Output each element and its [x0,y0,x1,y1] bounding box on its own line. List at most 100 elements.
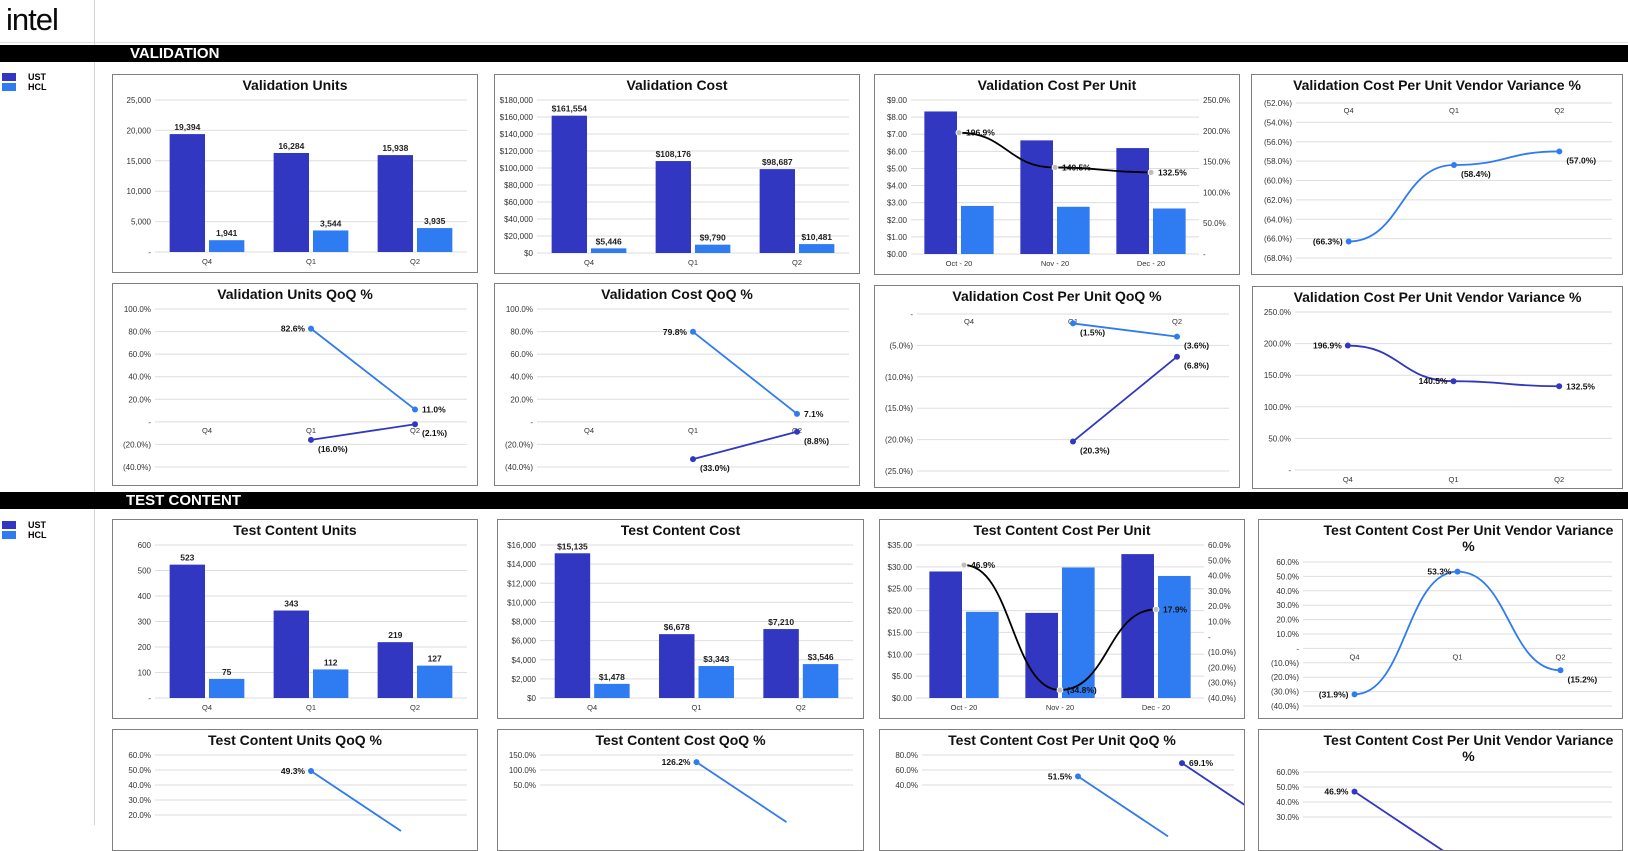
x-tick-label: Q4 [584,258,594,267]
bar-hcl [1062,567,1095,698]
chart-title: Validation Cost QoQ % [601,286,753,302]
point-ust [308,436,314,443]
data-label: 132.5% [1158,167,1187,177]
x-tick-label: Q4 [964,317,974,326]
y-tick-label: (20.0%) [505,440,533,449]
y-tick-label: 80.0% [128,328,151,337]
chart-svg: $0 $20,000 $40,000 $60,000 $80,000 $100,000 $1… [500,96,849,267]
legend-swatch-ust [2,73,16,81]
y-tick-label: $6,000 [512,637,537,646]
y2-tick-label: 100.0% [1203,188,1230,197]
bar-ust [1020,140,1053,254]
point-hcl [1174,333,1180,340]
bar-hcl [313,230,349,252]
x-tick-label: Q2 [796,703,806,712]
x-tick-label: Q4 [584,426,594,435]
bar-ust [273,152,309,252]
legend-item-ust: UST [2,520,47,530]
section-bar-validation: VALIDATION [0,45,1628,62]
data-label: 132.5% [1566,381,1595,391]
bar-hcl [799,244,835,253]
chart-svg: - 100 200 300 400 500 600 Q4 Q1 Q2 523 343 219 75 112 1… [138,541,467,712]
chart-svg: (40.0%) (20.0%) - 20.0% 40.0% 60.0% 80.0% 100.0… [505,305,849,473]
header-divider [0,41,1628,43]
point-hcl [308,768,314,775]
y-tick-label: $2,000 [512,675,537,684]
data-label: $98,687 [762,157,793,167]
y-tick-label: 300 [138,618,152,627]
data-label: 196.9% [1313,341,1342,351]
point-hcl [1345,238,1352,245]
y-tick-label: 30.0% [128,796,151,805]
chart-title: Validation Cost Per Unit QoQ % [952,288,1162,304]
y-tick-label: $30.00 [888,563,913,572]
bar-ust [1121,554,1154,698]
y2-tick-label: (10.0%) [1208,648,1236,657]
y-tick-label: 100.0% [506,305,533,314]
legend-item-hcl: HCL [2,530,47,540]
y-tick-label: 60.0% [128,350,151,359]
x-tick-label: Dec - 20 [1142,703,1170,712]
chart-svg: (40.0%) (30.0%) (20.0%) (10.0%) - 10.0% 20.0% 3… [1271,558,1612,711]
x-tick-label: Q4 [1344,106,1354,115]
data-label: $5,446 [596,236,622,246]
y-tick-label: - [1296,644,1299,653]
y-tick-label: $0.00 [892,694,913,703]
chart-validation-cost: Validation Cost $0 $20,000 $40,000 $60,000 $8… [494,74,860,274]
chart-title: Test Content Cost QoQ % [595,732,766,748]
series-line-ust [1072,356,1178,443]
point-ust [794,428,800,435]
chart-validation-cpu-vendor-variance-2: Validation Cost Per Unit Vendor Variance… [1252,286,1623,489]
chart-svg: (68.0%) (66.0%) (64.0%) (62.0%) (60.0%) (58.0… [1264,99,1612,263]
data-label: (6.8%) [1184,361,1209,371]
data-label: 79.8% [663,327,688,337]
chart-svg: $0.00 $5.00 $10.00 $15.00 $20.00 $25.00 $30.00… [888,541,1237,712]
y-tick-label: $25.00 [888,585,913,594]
chart-title: Test Content Units QoQ % [208,732,382,748]
x-tick-label: Q1 [688,258,698,267]
y-tick-label: $3.00 [887,199,908,208]
chart-svg: - 5,000 10,000 15,000 20,000 25,000 Q4 Q1 Q2 19,3… [127,96,467,266]
y-tick-label: $10,000 [507,598,536,607]
series-line-hcl [692,331,798,415]
point-hcl [1556,148,1563,155]
y-tick-label: 30.0% [1276,601,1299,610]
data-label: (33.0%) [700,463,730,473]
data-label: 15,938 [382,143,408,153]
section-title-validation: VALIDATION [130,45,220,62]
x-tick-label: Q4 [202,703,212,712]
y-tick-label: 15,000 [127,157,152,166]
point-ust [412,421,418,428]
data-label: (15.2%) [1568,674,1598,684]
data-label: 11.0% [422,404,446,414]
chart-svg: $0 $2,000 $4,000 $6,000 $8,000 $10,000 $12,000… [507,541,853,712]
bar-ust [377,155,413,252]
y-tick-label: 20.0% [510,395,533,404]
y-tick-label: - [148,248,151,257]
y-tick-label: $1.00 [887,233,908,242]
data-label: 112 [324,657,338,667]
bar-hcl [591,248,627,253]
intel-logo: intel [6,2,59,37]
y2-tick-label: 50.0% [1208,556,1231,565]
point-hcl [1070,320,1076,327]
y-tick-label: (68.0%) [1264,254,1292,263]
y-tick-label: 80.0% [895,751,918,760]
y-tick-label: $5.00 [887,164,908,173]
point-hcl [1557,667,1564,674]
bar-hcl [1153,208,1186,254]
y-tick-label: $60,000 [504,198,533,207]
x-tick-label: Q4 [587,703,597,712]
chart-validation-cost-qoq: Validation Cost QoQ % (40.0%) (20.0%) - 20.0… [494,283,860,486]
cpu-variance-point [960,561,968,569]
y-tick-label: 40.0% [128,781,151,790]
y-tick-label: 100.0% [509,766,536,775]
data-label: 140.5% [1062,162,1091,172]
legend-item-ust: UST [2,72,47,82]
point-ust [1450,378,1457,385]
y-tick-label: $35.00 [888,541,913,550]
y-tick-label: $12,000 [507,579,536,588]
y-tick-label: $9.00 [887,96,908,105]
chart-test-content-cost: Test Content Cost $0 $2,000 $4,000 $6,000 $8,… [497,519,864,719]
y-tick-label: 10,000 [127,187,152,196]
